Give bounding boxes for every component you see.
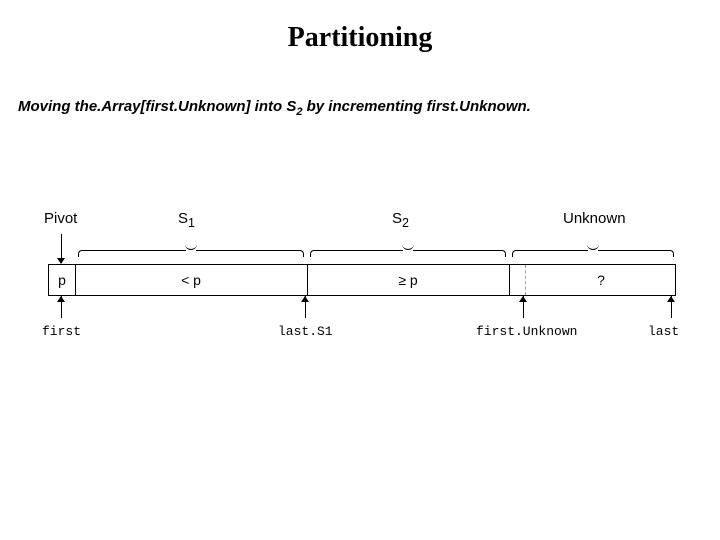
label-s1: S1 <box>178 210 195 230</box>
label-last: last <box>648 324 679 339</box>
bottom-labels-row: first last.S1 first.Unknown last <box>48 324 676 344</box>
cell-s1: < p <box>75 265 307 295</box>
pivot-arrow-icon <box>56 234 66 262</box>
braces-row <box>48 234 676 264</box>
label-unknown: Unknown <box>563 210 626 227</box>
label-first: first <box>42 324 81 339</box>
array-bar: p < p ≥ p ? <box>48 264 676 296</box>
label-s2: S2 <box>392 210 409 230</box>
page-title: Partitioning <box>0 0 720 54</box>
subtitle-post: by incrementing first.Unknown. <box>302 98 530 115</box>
brace-s1-icon <box>78 234 304 262</box>
subtitle: Moving the.Array[first.Unknown] into S2 … <box>0 54 720 118</box>
cell-unknown: ? <box>525 265 677 295</box>
brace-s2-icon <box>310 234 506 262</box>
label-lastS1: last.S1 <box>278 324 333 339</box>
bottom-arrows-row <box>48 296 676 324</box>
divider-3 <box>509 265 510 295</box>
partition-diagram: Pivot S1 S2 Unknown p < p ≥ p ? first la… <box>48 210 676 344</box>
label-firstUnknown: first.Unknown <box>476 324 577 339</box>
cell-s2: ≥ p <box>307 265 509 295</box>
cell-pivot: p <box>49 265 75 295</box>
top-labels-row: Pivot S1 S2 Unknown <box>48 210 676 234</box>
label-pivot: Pivot <box>44 210 77 227</box>
brace-unknown-icon <box>512 234 674 262</box>
subtitle-pre: Moving the.Array[first.Unknown] into S <box>18 98 296 115</box>
